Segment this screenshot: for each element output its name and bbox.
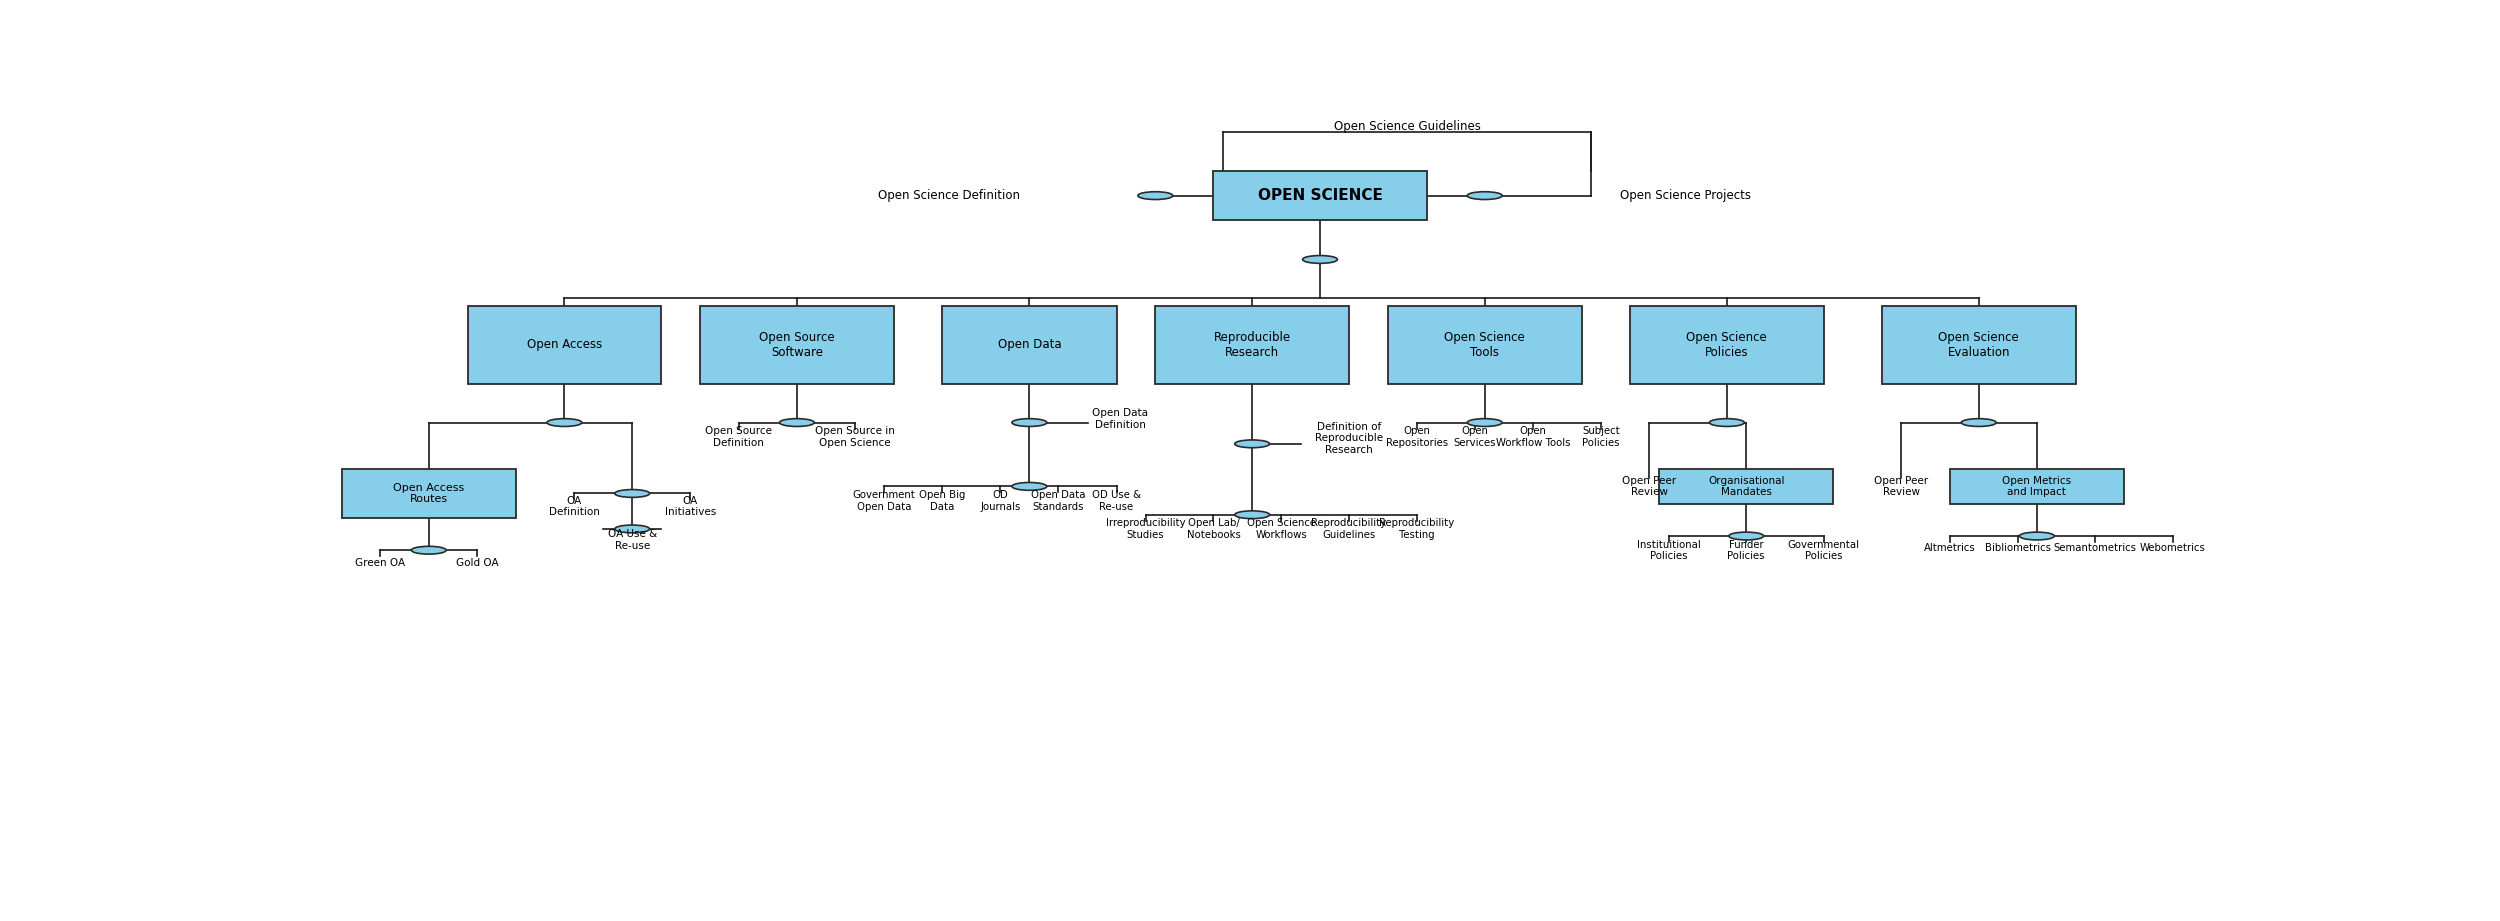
Ellipse shape [1138, 192, 1172, 200]
Ellipse shape [615, 525, 650, 533]
Text: OA
Initiatives: OA Initiatives [665, 495, 715, 518]
Text: Reproducibility
Testing: Reproducibility Testing [1380, 519, 1455, 540]
FancyBboxPatch shape [342, 469, 515, 519]
FancyBboxPatch shape [700, 306, 895, 383]
Text: Reproducibility
Guidelines: Reproducibility Guidelines [1312, 519, 1388, 540]
Ellipse shape [1013, 483, 1048, 490]
Ellipse shape [548, 419, 582, 426]
Text: Open Science
Tools: Open Science Tools [1445, 331, 1525, 358]
Text: Open Science
Evaluation: Open Science Evaluation [1938, 331, 2020, 358]
FancyBboxPatch shape [1388, 306, 1582, 383]
Ellipse shape [1468, 192, 1502, 200]
Text: Open Data
Definition: Open Data Definition [1092, 408, 1148, 430]
Text: Open Big
Data: Open Big Data [920, 490, 965, 512]
FancyBboxPatch shape [1630, 306, 1825, 383]
Text: Open Source
Software: Open Source Software [760, 331, 835, 358]
Text: Open Source in
Open Science: Open Source in Open Science [815, 426, 895, 448]
Text: Open Science
Policies: Open Science Policies [1688, 331, 1767, 358]
Text: Subject
Policies: Subject Policies [1582, 426, 1620, 448]
Text: Open Access
Routes: Open Access Routes [392, 483, 465, 505]
Text: Government
Open Data: Government Open Data [853, 490, 915, 512]
Text: Open Metrics
and Impact: Open Metrics and Impact [2002, 475, 2072, 497]
Text: Governmental
Policies: Governmental Policies [1788, 540, 1860, 562]
Text: Open Access: Open Access [528, 338, 602, 351]
Text: OA
Definition: OA Definition [548, 495, 600, 518]
Text: Definition of
Reproducible
Research: Definition of Reproducible Research [1315, 422, 1382, 455]
Text: Open Science
Workflows: Open Science Workflows [1248, 519, 1315, 540]
FancyBboxPatch shape [1882, 306, 2075, 383]
Text: Open
Workflow Tools: Open Workflow Tools [1495, 426, 1570, 448]
Text: Open Science Definition: Open Science Definition [878, 189, 1020, 202]
Ellipse shape [1235, 511, 1270, 519]
Text: Webometrics: Webometrics [2140, 543, 2205, 554]
Ellipse shape [780, 419, 815, 426]
Ellipse shape [1235, 440, 1270, 448]
Text: Open Data: Open Data [998, 338, 1060, 351]
Ellipse shape [1302, 255, 1338, 263]
Text: OA Use &
Re-use: OA Use & Re-use [608, 530, 658, 551]
Text: Open Peer
Review: Open Peer Review [1622, 475, 1678, 497]
Text: Green OA: Green OA [355, 557, 405, 567]
Text: Open
Repositories: Open Repositories [1385, 426, 1448, 448]
Text: Open Peer
Review: Open Peer Review [1875, 475, 1928, 497]
FancyBboxPatch shape [942, 306, 1118, 383]
FancyBboxPatch shape [1660, 469, 1832, 504]
Text: Open Science Guidelines: Open Science Guidelines [1335, 120, 1480, 133]
Text: OD
Journals: OD Journals [980, 490, 1020, 512]
Text: OPEN SCIENCE: OPEN SCIENCE [1258, 188, 1382, 204]
Ellipse shape [1710, 419, 1745, 426]
Ellipse shape [2020, 532, 2055, 540]
Text: Funder
Policies: Funder Policies [1727, 540, 1765, 562]
Text: Open
Services: Open Services [1455, 426, 1495, 448]
Ellipse shape [1962, 419, 1995, 426]
Text: Bibliometrics: Bibliometrics [1985, 543, 2050, 554]
FancyBboxPatch shape [1212, 170, 1428, 220]
Text: Reproducible
Research: Reproducible Research [1212, 331, 1290, 358]
Text: Open Lab/
Notebooks: Open Lab/ Notebooks [1188, 519, 1240, 540]
FancyBboxPatch shape [1155, 306, 1350, 383]
Text: Open Science Projects: Open Science Projects [1620, 189, 1752, 202]
Ellipse shape [1013, 419, 1048, 426]
Text: OD Use &
Re-use: OD Use & Re-use [1092, 490, 1140, 512]
Text: Open Source
Definition: Open Source Definition [705, 426, 772, 448]
Text: Altmetrics: Altmetrics [1925, 543, 1975, 554]
Text: Semantometrics: Semantometrics [2052, 543, 2138, 554]
Text: Open Data
Standards: Open Data Standards [1030, 490, 1085, 512]
Ellipse shape [615, 490, 650, 497]
Ellipse shape [412, 546, 445, 554]
Text: Instituitional
Policies: Instituitional Policies [1638, 540, 1700, 562]
Ellipse shape [1468, 419, 1502, 426]
FancyBboxPatch shape [1950, 469, 2125, 504]
Text: Organisational
Mandates: Organisational Mandates [1708, 475, 1785, 497]
Ellipse shape [1730, 532, 1762, 540]
Text: Irreproducibility
Studies: Irreproducibility Studies [1105, 519, 1185, 540]
Text: Gold OA: Gold OA [455, 557, 498, 567]
FancyBboxPatch shape [468, 306, 660, 383]
